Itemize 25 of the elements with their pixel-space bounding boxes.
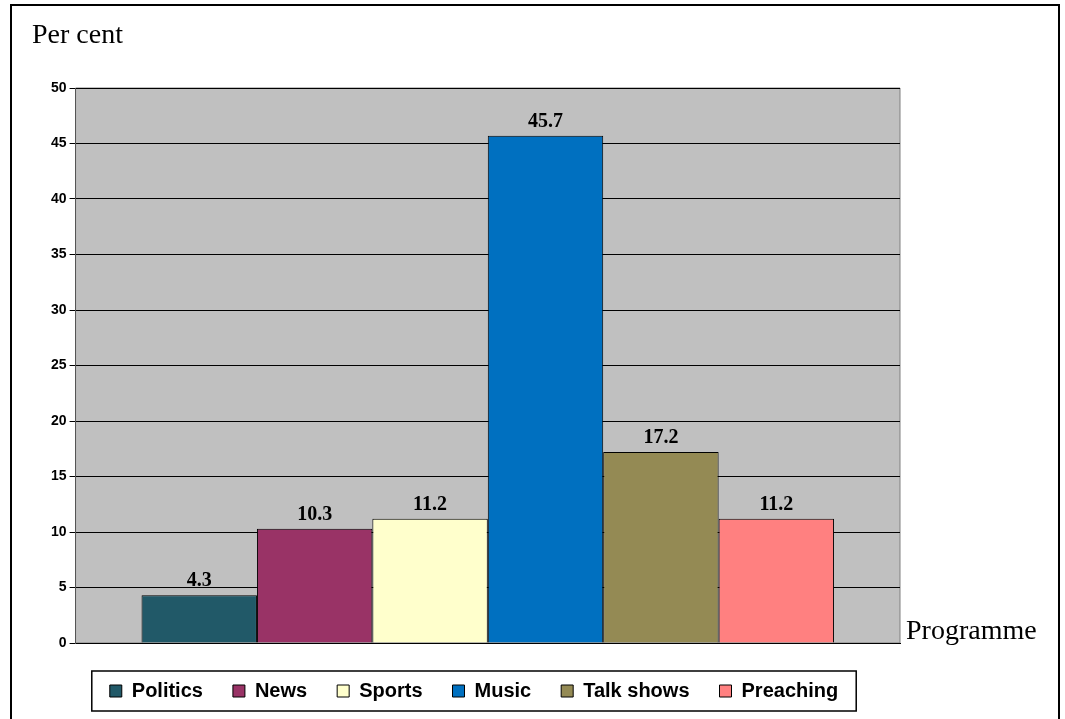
data-label: 11.2 <box>413 491 448 514</box>
y-tick-label: 20 <box>50 411 67 428</box>
y-tick-label: 50 <box>50 78 67 95</box>
data-label: 4.3 <box>186 568 212 591</box>
legend-label: Music <box>474 678 532 701</box>
y-tick-label: 0 <box>58 633 67 650</box>
y-tick-label: 10 <box>50 522 67 539</box>
data-label: 45.7 <box>528 108 563 131</box>
legend-label: News <box>254 678 308 701</box>
x-axis-title: Programme <box>906 614 1037 645</box>
y-tick-label: 30 <box>50 300 67 317</box>
y-tick-label: 45 <box>50 134 67 151</box>
legend-label: Talk shows <box>583 678 690 701</box>
y-tick-label: 15 <box>50 467 67 484</box>
legend-label: Sports <box>359 678 423 701</box>
y-tick-label: 25 <box>50 356 67 373</box>
y-tick-label: 5 <box>58 578 67 595</box>
data-label: 17.2 <box>643 425 679 448</box>
y-axis-title: Per cent <box>32 18 123 49</box>
y-tick-label: 40 <box>50 189 67 206</box>
legend-label: Politics <box>131 678 203 701</box>
legend-label: Preaching <box>741 678 839 701</box>
y-tick-label: 35 <box>50 245 67 262</box>
data-label: 11.2 <box>759 491 794 514</box>
data-label: 10.3 <box>297 501 333 524</box>
